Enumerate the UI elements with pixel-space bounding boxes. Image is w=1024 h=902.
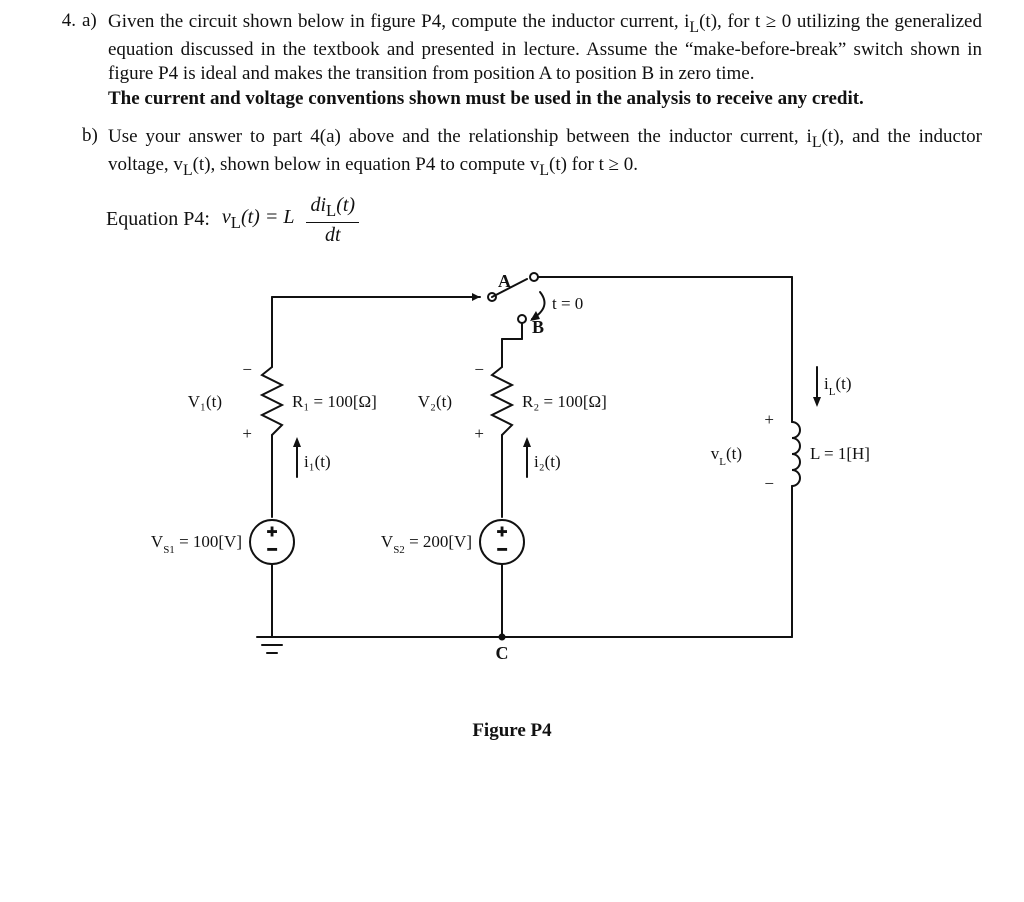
circuit-figure: + − + − — [152, 267, 872, 707]
part-a-body: Given the circuit shown below in figure … — [108, 10, 982, 111]
label-V1: V₁(t) — [188, 392, 222, 411]
equation-label: Equation P4: — [106, 208, 210, 231]
label-A: A — [498, 271, 511, 291]
equation-p4: Equation P4: vL(t) = L diL(t) dt — [106, 195, 982, 245]
label-L: L = 1[H] — [810, 444, 870, 463]
svg-text:+: + — [497, 522, 507, 541]
polarity-r1-plus: + — [242, 424, 252, 443]
polarity-r1-minus: − — [242, 360, 252, 379]
label-Vs1: VS1 = 100[V] — [151, 532, 242, 556]
polarity-r2-minus: − — [474, 360, 484, 379]
svg-text:−: − — [497, 540, 507, 559]
question-4b: b) Use your answer to part 4(a) above an… — [42, 125, 982, 181]
page: 4. a) Given the circuit shown below in f… — [0, 0, 1024, 902]
question-number: 4. — [42, 10, 82, 32]
label-V2: V₂(t) — [418, 392, 452, 411]
svg-text:−: − — [267, 540, 277, 559]
part-a-bold: The current and voltage conventions show… — [108, 88, 864, 109]
svg-text:+: + — [267, 522, 277, 541]
equation-denom: dt — [325, 223, 341, 245]
part-b-body: Use your answer to part 4(a) above and t… — [108, 125, 982, 181]
figure-caption: Figure P4 — [152, 720, 872, 742]
part-letter-a: a) — [82, 10, 108, 32]
equation-body: vL(t) = L — [222, 206, 295, 233]
equation-fraction: diL(t) dt — [306, 195, 359, 245]
label-t0: t = 0 — [552, 294, 583, 313]
polarity-L-minus: − — [764, 474, 774, 493]
label-i1: i₁(t) — [304, 452, 331, 471]
equation-numer: diL(t) — [306, 195, 359, 223]
label-i2: i₂(t) — [534, 452, 561, 471]
label-C: C — [496, 643, 509, 663]
polarity-r2-plus: + — [474, 424, 484, 443]
label-R1: R₁ = 100[Ω] — [292, 392, 377, 411]
label-vL: vL(t) — [711, 444, 742, 468]
label-R2: R₂ = 100[Ω] — [522, 392, 607, 411]
label-B: B — [532, 317, 544, 337]
question-4a: 4. a) Given the circuit shown below in f… — [42, 10, 982, 111]
label-iL: iL(t) — [824, 374, 852, 398]
part-letter-b: b) — [82, 125, 108, 147]
label-Vs2: VS2 = 200[V] — [381, 532, 472, 556]
polarity-L-plus: + — [764, 410, 774, 429]
